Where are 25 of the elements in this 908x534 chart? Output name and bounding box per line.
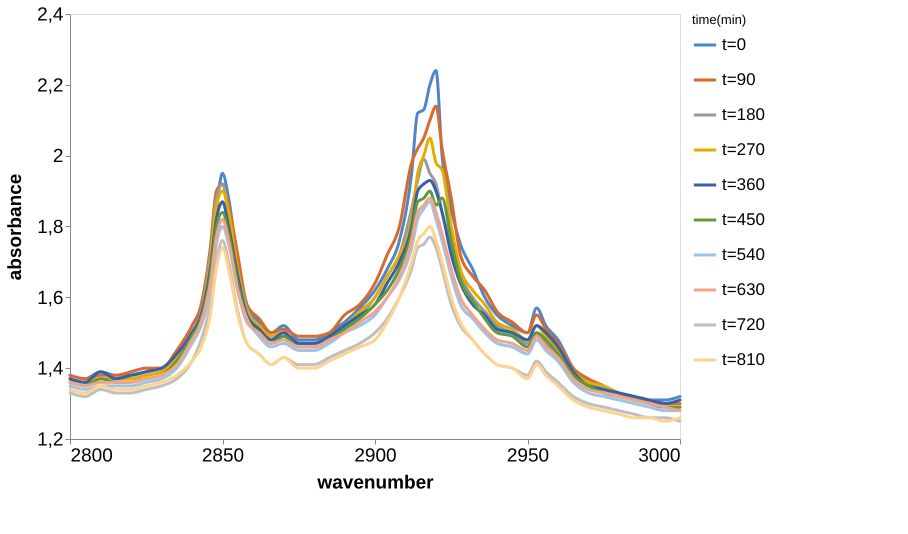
- y-tick-label: 1,4: [37, 358, 64, 380]
- legend-label: t=720: [722, 315, 766, 334]
- x-tick-label: 2850: [202, 446, 244, 466]
- x-tick-label: 2900: [354, 446, 397, 466]
- y-tick-label: 1,2: [37, 430, 64, 450]
- legend-label: t=360: [722, 175, 766, 194]
- x-tick-label: 2950: [506, 446, 550, 466]
- y-tick-label: 2: [52, 146, 64, 168]
- x-tick-label: 3000: [638, 446, 680, 466]
- y-tick-label: 1,6: [37, 288, 64, 309]
- legend-label: t=180: [722, 105, 766, 124]
- y-tick-label: 2,2: [37, 75, 64, 96]
- y-axis-title: absorbance: [5, 174, 26, 280]
- legend-label: t=90: [722, 70, 756, 89]
- legend-label: t=270: [722, 140, 766, 159]
- y-tick-label: 2,4: [37, 4, 64, 26]
- legend-label: t=450: [722, 210, 766, 229]
- legend-label: t=630: [722, 280, 766, 299]
- legend-label: t=0: [722, 35, 746, 54]
- x-tick-label: 2800: [70, 446, 113, 466]
- legend-label: t=810: [722, 350, 766, 369]
- legend-label: t=540: [722, 245, 766, 264]
- x-axis-title: wavenumber: [316, 472, 434, 494]
- legend-title: time(min): [692, 12, 746, 27]
- y-tick-label: 1,8: [37, 217, 64, 238]
